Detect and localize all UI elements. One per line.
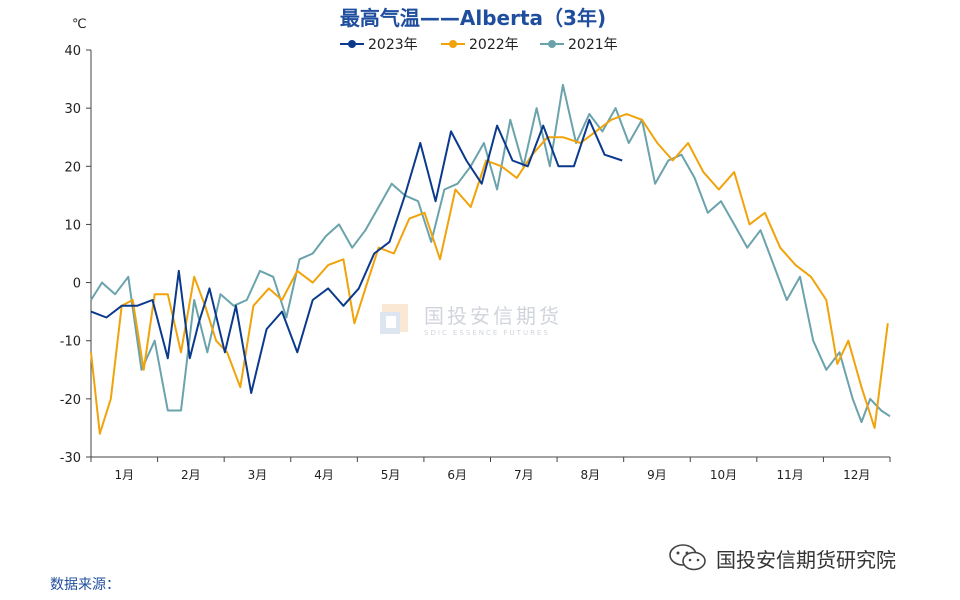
brand-footer: 国投安信期货研究院 xyxy=(668,542,896,574)
series-lines xyxy=(90,83,891,435)
wechat-icon xyxy=(669,544,706,571)
legend-item: 2021年 xyxy=(540,37,618,53)
x-tick-label: 2月 xyxy=(181,468,201,482)
legend-label: 2022年 xyxy=(469,37,519,53)
x-tick-label: 11月 xyxy=(776,468,803,482)
x-tick-label: 6月 xyxy=(447,468,467,482)
x-axis: 1月 2月 3月 4月 5月 6月 7月 8月 9月 10月 11月 12月 xyxy=(90,456,891,482)
x-tick-label: 9月 xyxy=(647,468,667,482)
legend-marker xyxy=(348,40,356,48)
x-tick-label: 5月 xyxy=(381,468,401,482)
y-tick-label: -20 xyxy=(60,393,81,408)
y-axis: 40 30 20 10 0 -10 -20 -30 xyxy=(60,44,92,466)
watermark: 国投安信期货 SDIC ESSENCE FUTURES xyxy=(378,298,562,338)
brand-name: 国投安信期货研究院 xyxy=(716,547,896,572)
x-tick-label: 12月 xyxy=(843,468,870,482)
y-tick-label: 20 xyxy=(64,160,81,175)
x-tick-label: 3月 xyxy=(248,468,268,482)
x-tick-label: 7月 xyxy=(514,468,534,482)
y-tick-label: 30 xyxy=(64,102,81,117)
x-tick-label: 4月 xyxy=(314,468,334,482)
x-tick-label: 8月 xyxy=(581,468,601,482)
watermark-logo-icon xyxy=(380,304,408,334)
x-tick-label: 1月 xyxy=(114,468,134,482)
y-tick-label: -10 xyxy=(60,335,81,350)
chart-title: 最高气温——Alberta（3年) xyxy=(340,6,606,30)
y-axis-unit: ℃ xyxy=(72,17,87,32)
legend-marker xyxy=(449,40,457,48)
y-tick-label: 40 xyxy=(64,44,81,59)
series-line-2023年 xyxy=(90,118,623,394)
legend-label: 2023年 xyxy=(368,37,418,53)
legend-item: 2023年 xyxy=(340,37,418,53)
x-tick-label: 10月 xyxy=(710,468,737,482)
legend-label: 2021年 xyxy=(568,37,618,53)
series-line-2021年 xyxy=(90,83,891,424)
series-line-2022年 xyxy=(90,113,889,435)
y-tick-label: -30 xyxy=(60,451,81,466)
legend: 2023年 2022年 2021年 xyxy=(340,37,618,53)
legend-marker xyxy=(548,40,556,48)
legend-item: 2022年 xyxy=(441,37,519,53)
y-tick-label: 10 xyxy=(64,218,81,233)
watermark-text: 国投安信期货 xyxy=(424,303,562,328)
data-source-label: 数据来源： xyxy=(50,577,120,593)
y-tick-label: 0 xyxy=(73,277,81,292)
watermark-subtext: SDIC ESSENCE FUTURES xyxy=(424,328,550,337)
